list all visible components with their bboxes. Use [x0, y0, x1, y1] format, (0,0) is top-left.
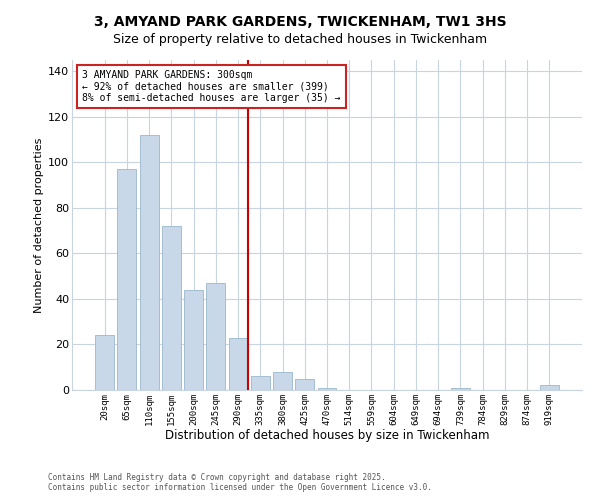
X-axis label: Distribution of detached houses by size in Twickenham: Distribution of detached houses by size …	[165, 429, 489, 442]
Text: 3 AMYAND PARK GARDENS: 300sqm
← 92% of detached houses are smaller (399)
8% of s: 3 AMYAND PARK GARDENS: 300sqm ← 92% of d…	[82, 70, 341, 103]
Bar	[95, 336, 114, 390]
Bar	[295, 378, 314, 390]
Bar	[451, 388, 470, 390]
Bar	[162, 226, 181, 390]
Bar	[184, 290, 203, 390]
Bar	[251, 376, 270, 390]
Bar	[273, 372, 292, 390]
Bar	[317, 388, 337, 390]
Bar	[540, 386, 559, 390]
Y-axis label: Number of detached properties: Number of detached properties	[34, 138, 44, 312]
Text: 3, AMYAND PARK GARDENS, TWICKENHAM, TW1 3HS: 3, AMYAND PARK GARDENS, TWICKENHAM, TW1 …	[94, 15, 506, 29]
Bar	[140, 135, 158, 390]
Bar	[118, 169, 136, 390]
Text: Size of property relative to detached houses in Twickenham: Size of property relative to detached ho…	[113, 32, 487, 46]
Bar	[206, 283, 225, 390]
Text: Contains HM Land Registry data © Crown copyright and database right 2025.
Contai: Contains HM Land Registry data © Crown c…	[48, 473, 432, 492]
Bar	[229, 338, 248, 390]
